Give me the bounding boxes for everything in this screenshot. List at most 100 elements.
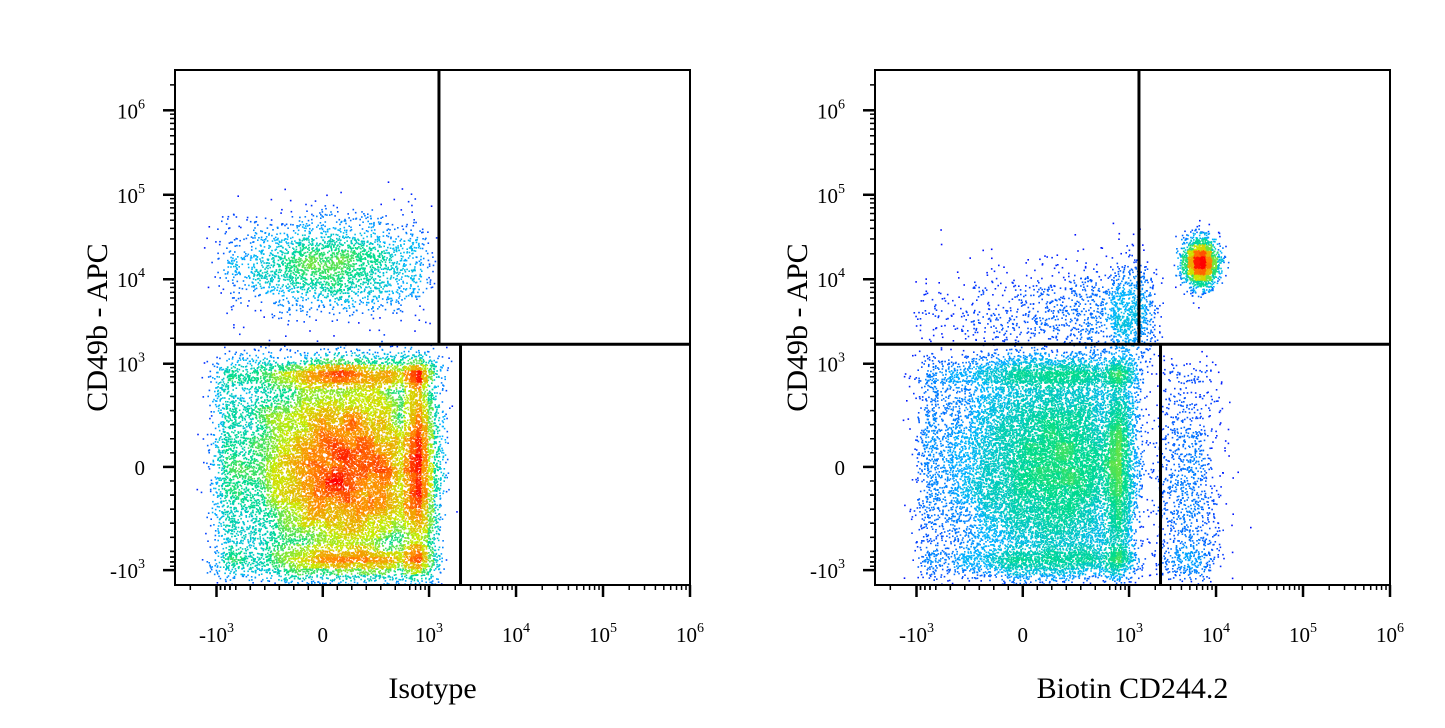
event-dot xyxy=(270,433,272,435)
event-dot xyxy=(296,373,298,375)
event-dot xyxy=(364,527,366,529)
event-dot xyxy=(270,485,272,487)
event-dot xyxy=(244,531,246,533)
event-dot xyxy=(432,502,434,504)
event-dot xyxy=(347,572,349,574)
event-dot xyxy=(269,428,271,430)
event-dot xyxy=(304,571,306,573)
event-dot xyxy=(442,518,444,520)
event-dot xyxy=(360,400,362,402)
event-dot xyxy=(256,516,258,518)
event-dot xyxy=(232,380,234,382)
event-dot xyxy=(270,540,272,542)
event-dot xyxy=(218,525,220,527)
event-dot xyxy=(406,575,408,577)
event-dot xyxy=(234,526,236,528)
event-dot xyxy=(440,444,442,446)
scatter-dots xyxy=(197,181,458,585)
event-dot xyxy=(345,403,347,405)
event-dot xyxy=(237,368,239,370)
event-dot xyxy=(236,411,238,413)
event-dot xyxy=(269,580,271,582)
event-dot xyxy=(289,495,291,497)
event-dot xyxy=(224,497,226,499)
event-dot xyxy=(372,466,374,468)
event-dot xyxy=(261,557,263,559)
event-dot xyxy=(434,447,436,449)
event-dot xyxy=(217,398,219,400)
event-dot xyxy=(242,420,244,422)
event-dot xyxy=(233,432,235,434)
event-dot xyxy=(374,405,376,407)
event-dot xyxy=(259,534,261,536)
event-dot xyxy=(272,570,274,572)
event-dot xyxy=(234,524,236,526)
event-dot xyxy=(258,505,260,507)
event-dot xyxy=(443,480,445,482)
event-dot xyxy=(417,495,419,497)
event-dot xyxy=(314,405,316,407)
event-dot xyxy=(267,580,269,582)
event-dot xyxy=(357,355,359,357)
event-dot xyxy=(280,506,282,508)
event-dot xyxy=(371,572,373,574)
event-dot xyxy=(438,460,440,462)
event-dot xyxy=(266,564,268,566)
event-dot xyxy=(442,547,444,549)
event-dot xyxy=(238,441,240,443)
event-dot xyxy=(224,383,226,385)
event-dot xyxy=(275,390,277,392)
event-dot xyxy=(385,419,387,421)
event-dot xyxy=(437,386,439,388)
event-dot xyxy=(277,387,279,389)
event-dot xyxy=(421,578,423,580)
event-dot xyxy=(343,389,345,391)
event-dot xyxy=(350,350,352,352)
event-dot xyxy=(401,406,403,408)
event-dot xyxy=(443,473,445,475)
event-dot xyxy=(436,443,438,445)
event-dot xyxy=(227,401,229,403)
event-dot xyxy=(258,483,260,485)
event-dot xyxy=(393,390,395,392)
event-dot xyxy=(238,442,240,444)
event-dot xyxy=(345,582,347,584)
event-dot xyxy=(240,574,242,576)
event-dot xyxy=(264,460,266,462)
event-dot xyxy=(403,514,405,516)
event-dot xyxy=(405,580,407,582)
event-dot xyxy=(321,381,323,383)
event-dot xyxy=(337,355,339,357)
event-dot xyxy=(282,467,284,469)
event-dot xyxy=(207,572,209,574)
event-dot xyxy=(197,434,199,436)
event-dot xyxy=(219,479,221,481)
event-dot xyxy=(262,542,264,544)
event-dot xyxy=(423,413,425,415)
event-dot xyxy=(435,512,437,514)
event-dot xyxy=(231,438,233,440)
event-dot xyxy=(218,535,220,537)
event-dot xyxy=(262,375,264,377)
event-dot xyxy=(249,514,251,516)
event-dot xyxy=(221,525,223,527)
event-dot xyxy=(210,484,212,486)
event-dot xyxy=(253,522,255,524)
event-dot xyxy=(359,574,361,576)
event-dot xyxy=(313,411,315,413)
event-dot xyxy=(386,394,388,396)
event-dot xyxy=(280,384,282,386)
event-dot xyxy=(436,409,438,411)
event-dot xyxy=(303,368,305,370)
event-dot xyxy=(278,564,280,566)
event-dot xyxy=(384,383,386,385)
event-dot xyxy=(361,363,363,365)
event-dot xyxy=(320,360,322,362)
event-dot xyxy=(217,528,219,530)
event-dot xyxy=(447,437,449,439)
event-dot xyxy=(240,518,242,520)
event-dot xyxy=(389,392,391,394)
event-dot xyxy=(217,464,219,466)
event-dot xyxy=(272,379,274,381)
